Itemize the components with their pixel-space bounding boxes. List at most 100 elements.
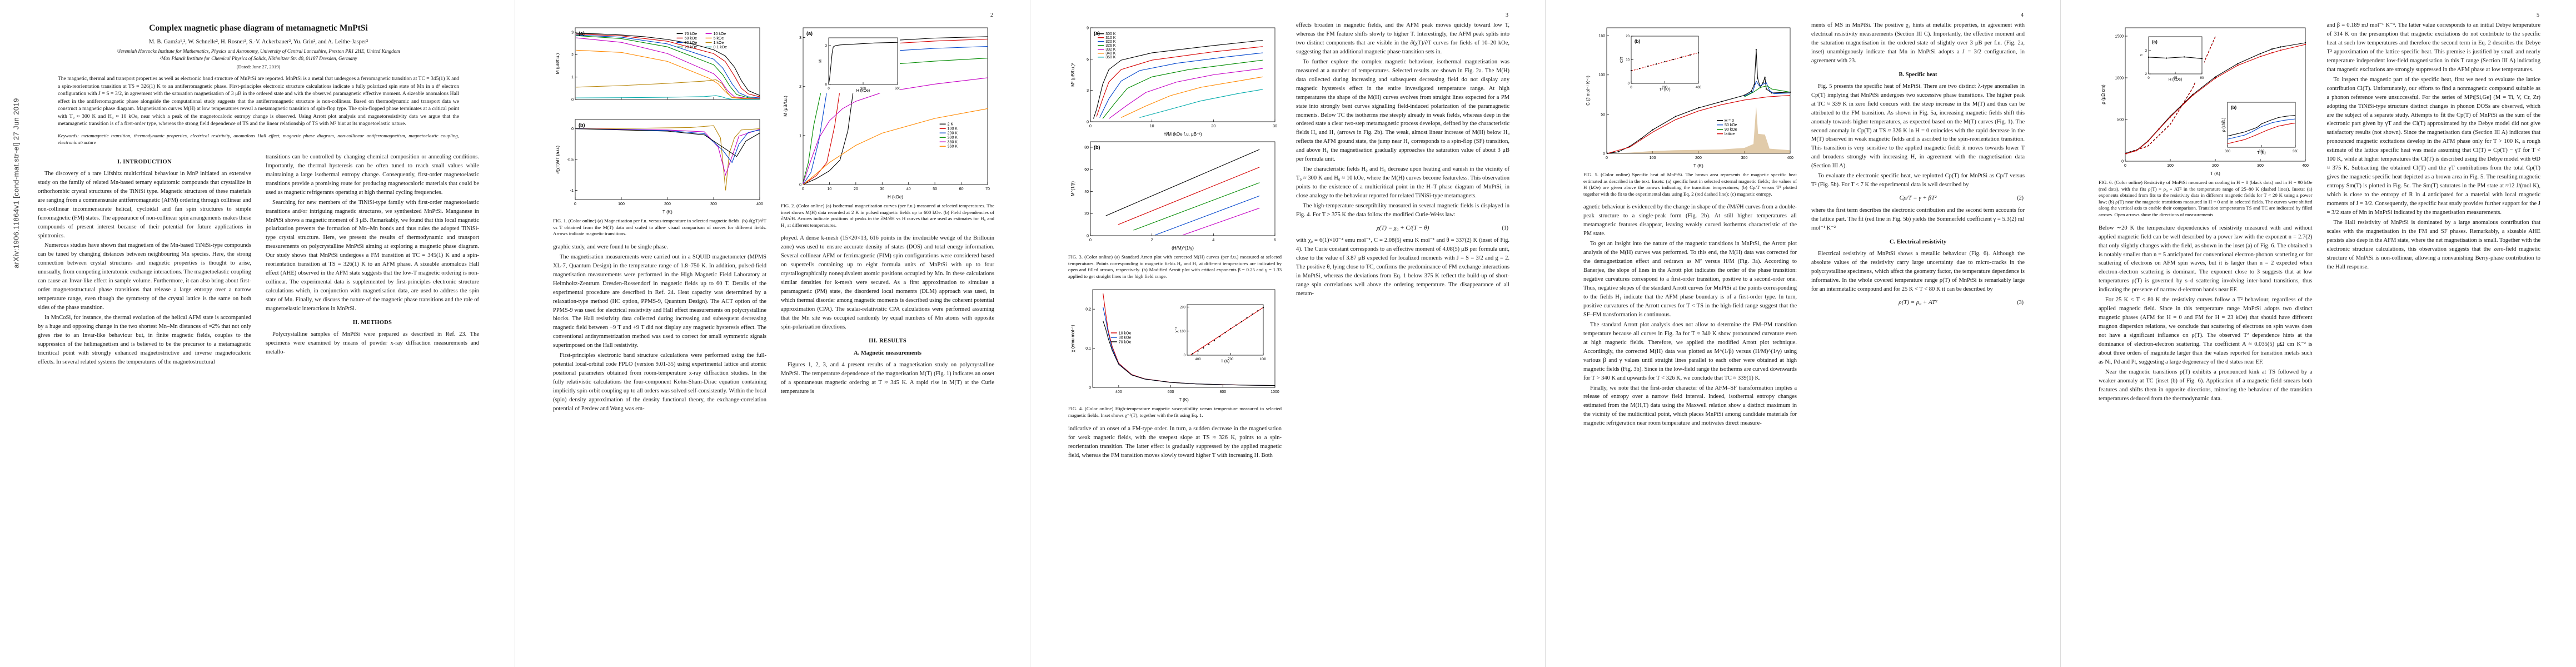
- svg-text:70 kOe: 70 kOe: [1119, 341, 1132, 345]
- svg-text:6: 6: [1274, 238, 1276, 242]
- figure-6-inset-a: 0 45 90 2 3 H (kOe) n (a): [2137, 34, 2204, 82]
- section-heading: III. RESULTS: [869, 337, 906, 344]
- svg-text:326 K: 326 K: [1105, 44, 1116, 48]
- paragraph: The standard Arrott plot analysis does n…: [1583, 321, 1797, 381]
- paragraph: effects broaden in magnetic fields, and …: [1296, 22, 1509, 55]
- svg-text:330 K: 330 K: [948, 141, 958, 145]
- figure-3-panel-a: 0 10 20 30 0 3 6 9 H/M (kOe f.u. μB⁻¹) M² (μB/f.u…: [1069, 23, 1280, 137]
- svg-text:3: 3: [825, 44, 828, 48]
- svg-text:10 kOe: 10 kOe: [1119, 332, 1132, 336]
- paragraph: The Hall resistivity of MnPtSi is domina…: [2326, 219, 2541, 270]
- svg-text:2: 2: [2145, 73, 2148, 76]
- paragraph: transitions can be controlled by changin…: [266, 153, 479, 196]
- svg-text:ρ (shift.): ρ (shift.): [2222, 118, 2226, 132]
- svg-text:1000: 1000: [1259, 358, 1266, 361]
- svg-text:30: 30: [1273, 125, 1277, 128]
- svg-text:T (K): T (K): [2210, 171, 2220, 176]
- paragraph: The characteristic fields H₀ and H₁ decr…: [1296, 166, 1509, 200]
- svg-text:60: 60: [959, 187, 964, 191]
- page-2-columns: 0 1 2 3 M (μB/f.u.) (a) 70 kOe 50 kOe 30 kOe 20 k…: [553, 21, 994, 645]
- svg-text:300 K: 300 K: [1105, 32, 1116, 36]
- figure-6: 0 100 200 300 400 0 500 1000 1500 T (K) ρ (μΩ cm) H…: [2099, 23, 2313, 218]
- page-4-column-left: 0 100 200 300 400 0 50 100 150 T (K) C (J mol⁻¹ K⁻…: [1583, 21, 1797, 645]
- svg-text:200: 200: [1662, 86, 1668, 89]
- svg-text:9: 9: [1087, 26, 1089, 30]
- page-number: 2: [990, 12, 993, 18]
- paragraph: The high-temperature susceptibility meas…: [1296, 203, 1509, 218]
- svg-text:50: 50: [933, 187, 937, 191]
- paragraph: Searching for new members of the TiNiSi-…: [266, 199, 479, 312]
- svg-text:90: 90: [2200, 77, 2204, 80]
- paragraph: and β = 0.189 mJ mol⁻¹ K⁻⁴. The latter v…: [2326, 22, 2541, 73]
- paragraph: agnetic behaviour is evidenced by the ch…: [1583, 204, 1797, 237]
- svg-text:0: 0: [571, 98, 574, 102]
- figure-3-caption: FIG. 3. (Color online) (a) Standard Arro…: [1068, 254, 1282, 279]
- svg-text:330: 330: [2259, 150, 2265, 153]
- svg-text:1 kOe: 1 kOe: [714, 41, 724, 45]
- svg-text:600: 600: [1168, 390, 1174, 394]
- affiliation-1: ¹Jeremiah Horrocks Institute for Mathema…: [117, 48, 400, 54]
- svg-text:20: 20: [1626, 35, 1630, 38]
- svg-text:1500: 1500: [2115, 34, 2124, 38]
- svg-text:C (J mol⁻¹ K⁻¹): C (J mol⁻¹ K⁻¹): [1586, 76, 1591, 106]
- svg-text:400: 400: [1115, 390, 1122, 394]
- paragraph: ployed. A dense k-mesh (15×20×13, 616 po…: [781, 235, 994, 330]
- page-4-columns: 0 100 200 300 400 0 50 100 150 T (K) C (J mol⁻¹ K⁻…: [1583, 21, 2025, 645]
- page-2-column-left: 0 1 2 3 M (μB/f.u.) (a) 70 kOe 50 kOe 30 kOe 20 k…: [553, 21, 766, 645]
- svg-text:lattice: lattice: [1725, 132, 1735, 136]
- svg-text:340 K: 340 K: [1105, 52, 1116, 56]
- svg-text:2: 2: [799, 85, 801, 89]
- paragraph: where the first term describes the elect…: [1811, 207, 2025, 232]
- arxiv-stamp: arXiv:1906.11864v1 [cond-mat.str-el] 27 …: [12, 98, 21, 268]
- svg-text:200: 200: [2212, 164, 2219, 168]
- svg-text:200: 200: [664, 202, 671, 206]
- svg-text:1: 1: [799, 134, 801, 138]
- svg-text:30 kOe: 30 kOe: [685, 41, 697, 45]
- subsection-heading: B. Specific heat: [1899, 71, 1937, 78]
- svg-text:6: 6: [1087, 58, 1089, 62]
- subsection-heading: C. Electrical resistivity: [1889, 239, 1947, 246]
- svg-text:30: 30: [880, 187, 884, 191]
- svg-text:10 kOe: 10 kOe: [714, 32, 726, 36]
- paragraph: Near the magnetic transitions ρ(T) exhib…: [2099, 369, 2313, 402]
- svg-text:400: 400: [2302, 164, 2309, 168]
- svg-text:H (kOe): H (kOe): [888, 195, 903, 200]
- svg-text:0: 0: [571, 127, 574, 131]
- svg-text:1000: 1000: [1270, 390, 1279, 394]
- svg-text:0: 0: [799, 183, 801, 187]
- svg-text:-1: -1: [570, 189, 574, 193]
- paper-authors: M. B. Gamża¹,², W. Schnelle², H. Rosner²…: [148, 39, 368, 45]
- paragraph: For 25 K < T < 80 K the resistivity curv…: [2099, 297, 2313, 365]
- svg-text:1: 1: [571, 76, 574, 79]
- svg-text:70 kOe: 70 kOe: [685, 32, 697, 36]
- svg-text:∂(χT)/∂T (a.u.): ∂(χT)/∂T (a.u.): [555, 146, 560, 174]
- equation: Cp/T = γ + βT² (2): [1899, 195, 2024, 202]
- page-1: arXiv:1906.11864v1 [cond-mat.str-el] 27 …: [0, 0, 515, 667]
- svg-text:300: 300: [2257, 164, 2264, 168]
- equation: χ(T) = χ₀ + C/(T − θ) (1): [1376, 224, 1508, 231]
- subsection-heading: A. Magnetic measurements: [854, 350, 921, 356]
- figure-4: 400 600 800 1000 0 0.1 0.2 T (K) χ (emu mol⁻¹) 10…: [1068, 285, 1282, 419]
- figure-2-inset: 0 300 600 0 3 H (kOe) M: [816, 36, 900, 93]
- svg-text:3: 3: [1087, 89, 1089, 93]
- keywords: Keywords: metamagnetic transition, therm…: [58, 132, 459, 145]
- figure-6-caption: FIG. 6. (Color online) Resistivity of Mn…: [2099, 180, 2313, 218]
- svg-text:T (K): T (K): [662, 210, 672, 215]
- svg-text:0: 0: [825, 83, 828, 87]
- paragraph: In MnCoSi, for instance, the thermal evo…: [38, 315, 251, 365]
- svg-text:2: 2: [1151, 238, 1153, 242]
- svg-text:400: 400: [756, 202, 763, 206]
- svg-text:700: 700: [1228, 358, 1234, 361]
- paragraph: First-principles electronic band structu…: [553, 352, 766, 412]
- svg-text:0.1 kOe: 0.1 kOe: [714, 46, 728, 49]
- paragraph: To get an insight into the nature of the…: [1583, 241, 1797, 318]
- figure-3: 0 10 20 30 0 3 6 9 H/M (kOe f.u. μB⁻¹) M² (μB/f.u…: [1068, 23, 1282, 280]
- svg-text:300: 300: [1741, 156, 1748, 160]
- paragraph: graphic study, and were found to be sing…: [553, 243, 668, 250]
- page-1-columns: I. INTRODUCTION The discovery of a rare L…: [38, 153, 479, 645]
- svg-text:(b): (b): [579, 122, 585, 128]
- paragraph: To evaluate the electronic specific heat…: [1811, 173, 2025, 188]
- svg-text:0: 0: [828, 87, 830, 91]
